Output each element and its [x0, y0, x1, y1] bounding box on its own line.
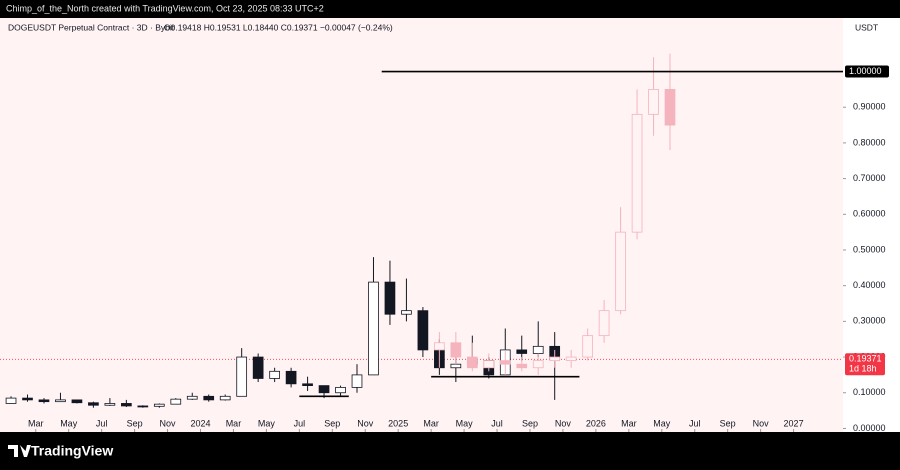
- candle-body: [5, 397, 17, 404]
- candle-body: [532, 345, 544, 354]
- candle-body: [252, 356, 264, 379]
- attribution: Chimp_of_the_North created with TradingV…: [6, 3, 324, 13]
- countdown: 1d 18h: [849, 364, 877, 374]
- x-tick-label: Sep: [522, 418, 538, 428]
- candle-body: [466, 356, 478, 369]
- x-tick-label: Jul: [294, 418, 306, 428]
- y-tick-label: 0.10000: [853, 387, 886, 397]
- x-tick-label: Mar: [226, 418, 242, 428]
- candle-body: [516, 363, 528, 369]
- candle-body: [401, 310, 412, 315]
- candle-body: [565, 356, 577, 362]
- x-tick-label: Mar: [621, 418, 637, 428]
- x-tick-label: Sep: [127, 418, 143, 428]
- candle-body: [434, 342, 445, 351]
- y-tick-label: 0.50000: [853, 244, 886, 254]
- x-tick-label: Nov: [555, 418, 572, 428]
- y-tick-label: 0.60000: [853, 209, 886, 219]
- x-tick-label: Jul: [96, 418, 108, 428]
- x-tick-label: Mar: [423, 418, 439, 428]
- x-tick-label: May: [258, 418, 276, 428]
- candle-body: [318, 385, 330, 394]
- y-tick-label: 0.40000: [853, 280, 886, 290]
- candle-body: [285, 370, 297, 385]
- x-tick-label: Mar: [28, 418, 44, 428]
- x-tick-label: Nov: [357, 418, 374, 428]
- x-tick-label: Sep: [720, 418, 736, 428]
- x-tick-label: May: [456, 418, 474, 428]
- y-tick-label: 0.70000: [853, 173, 886, 183]
- candle-body: [598, 310, 610, 337]
- candle-body: [88, 402, 99, 406]
- candle-body: [631, 113, 643, 233]
- x-tick-label: Nov: [160, 418, 177, 428]
- x-tick-label: Jul: [689, 418, 701, 428]
- x-tick-label: May: [60, 418, 78, 428]
- candle-body: [368, 281, 379, 376]
- x-tick-label: May: [653, 418, 671, 428]
- candle-body: [219, 395, 231, 401]
- plot-area: [0, 18, 843, 432]
- y-tick-label: 0.30000: [853, 316, 886, 326]
- logo: TradingView: [8, 443, 113, 459]
- chart-title: DOGEUSDT Perpetual Contract · 3D · Bybit: [8, 22, 175, 32]
- candle-body: [55, 399, 66, 403]
- x-tick-label: Nov: [753, 418, 770, 428]
- candle-body: [38, 399, 50, 403]
- candle-body: [516, 349, 528, 354]
- candle-body: [450, 342, 462, 358]
- candle-body: [269, 370, 280, 379]
- candle-body: [450, 363, 462, 369]
- candle-body: [549, 356, 561, 362]
- x-tick-label: 2026: [586, 418, 606, 428]
- candle-body: [648, 88, 659, 115]
- level-label: 1.00000: [849, 66, 882, 76]
- candle-body: [186, 395, 198, 400]
- logo-text: TradingView: [31, 443, 113, 459]
- candle-body: [335, 386, 346, 394]
- level-label-box: [845, 65, 889, 78]
- last-price-label: 0.19371: [849, 354, 882, 364]
- x-tick-label: Jul: [491, 418, 503, 428]
- candle-body: [71, 399, 83, 404]
- candle-body: [483, 360, 495, 369]
- candle-body: [532, 360, 544, 369]
- candle-body: [153, 403, 165, 407]
- y-tick-label: 0.00000: [853, 423, 886, 433]
- candle-body: [351, 374, 363, 388]
- candle-body: [417, 310, 429, 351]
- x-tick-label: 2024: [190, 418, 210, 428]
- last-price-box: [845, 353, 885, 376]
- x-tick-label: Sep: [324, 418, 340, 428]
- y-tick-label: 0.90000: [853, 102, 886, 112]
- candle-body: [499, 360, 511, 365]
- ohlc: O0.19418 H0.19531 L0.18440 C0.19371 −0.0…: [164, 22, 393, 32]
- x-tick-label: 2027: [784, 418, 804, 428]
- logo-mark: [8, 445, 31, 457]
- candle-body: [664, 88, 676, 126]
- y-tick-label: 0.80000: [853, 137, 886, 147]
- candle-body: [582, 335, 593, 358]
- candle-body: [121, 403, 132, 407]
- candle-body: [384, 281, 396, 315]
- candle-body: [104, 403, 116, 406]
- candle-body: [22, 397, 33, 401]
- candle-body: [236, 356, 248, 397]
- candle-body: [302, 383, 313, 387]
- candle-body: [615, 231, 626, 312]
- x-tick-label: 2025: [388, 418, 408, 428]
- candle-body: [170, 398, 182, 405]
- candle-body: [137, 405, 149, 408]
- currency: USDT: [855, 22, 878, 32]
- candle-body: [203, 395, 215, 401]
